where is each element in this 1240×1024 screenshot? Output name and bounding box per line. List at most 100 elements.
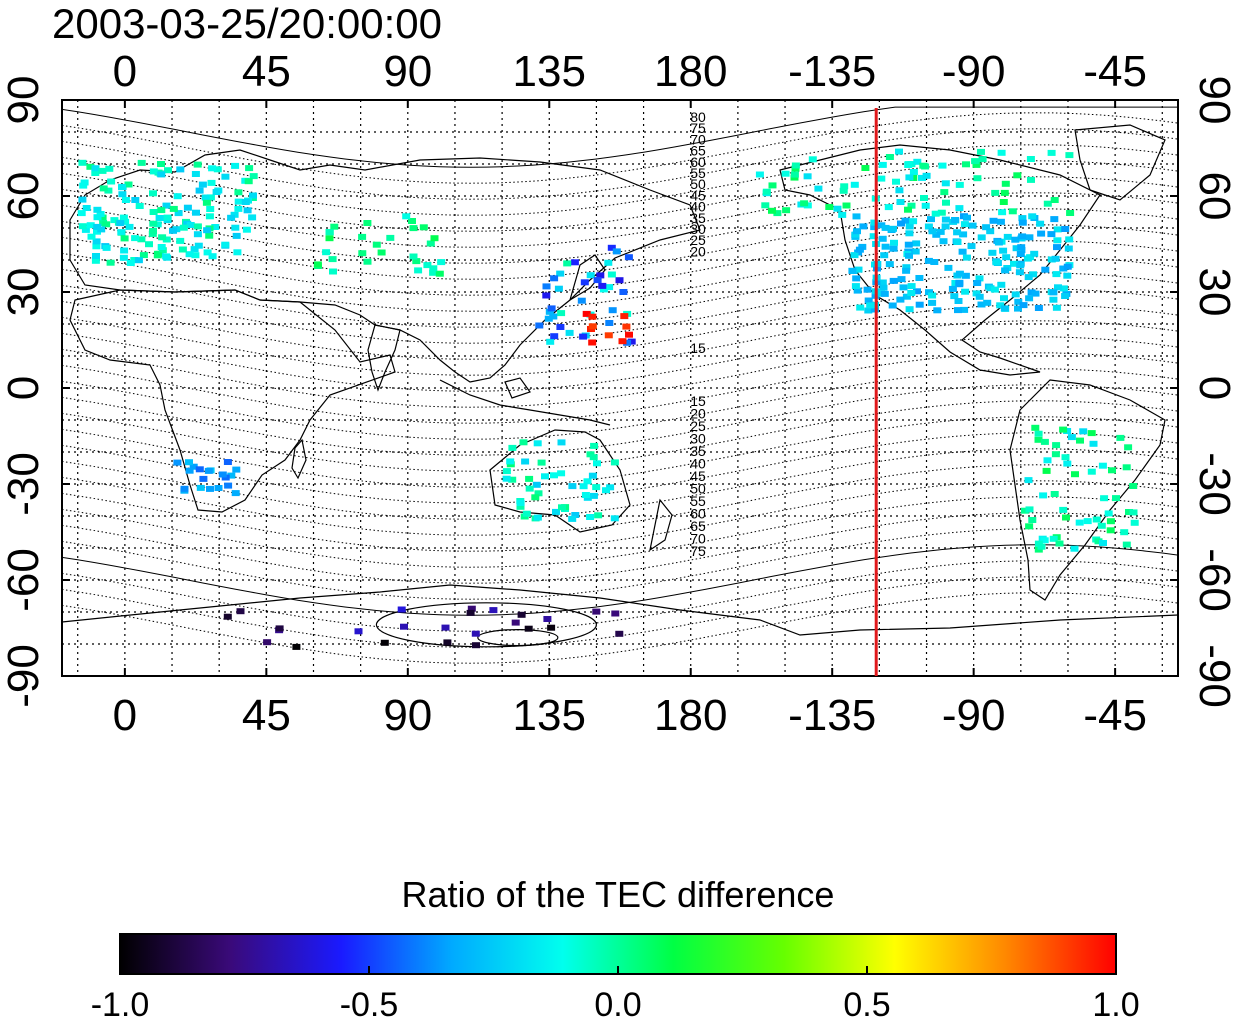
tec-cell [941,180,950,187]
tec-cell [1050,197,1059,203]
tec-cell [242,226,251,233]
tec-cell [145,241,153,248]
tec-cell [1025,234,1034,241]
tec-cell [620,313,629,320]
tec-cell [999,199,1008,205]
tec-cell [948,285,957,292]
tec-cell [927,216,935,223]
tec-cell [992,259,1001,266]
lat-label-left: 0 [0,376,48,400]
tec-cell [397,606,406,613]
tec-cell [1061,226,1070,232]
tec-cell [96,211,105,217]
tec-cell [768,182,777,189]
tec-cell [542,283,551,290]
tec-cell [870,219,879,226]
lon-label-bottom: 180 [654,691,727,740]
tec-cell [1031,424,1040,431]
lat-label-right: 60 [1190,172,1239,221]
colorbar-tick-label: 1.0 [1092,986,1139,1024]
contour-label: 70 [690,131,706,147]
tec-cell [1051,451,1060,458]
tec-cell [963,214,971,221]
tec-cell [519,439,528,446]
tec-cell [1034,305,1043,311]
tec-cell [944,264,953,271]
tec-cell [1008,208,1017,215]
contour-label: 20 [690,243,706,259]
tec-cell [402,213,411,220]
tec-cell [939,238,948,245]
tec-cell [1129,483,1138,489]
tec-cell [119,254,128,261]
tec-cell [888,302,897,309]
tec-cell [1055,540,1064,547]
tec-cell [155,215,164,221]
tec-cell [363,220,372,226]
tec-cell [1075,519,1084,526]
contour-line [61,208,1179,280]
tec-cell [973,280,982,286]
colorbar-ticks: -1.0 -0.5 0.0 0.5 1.0 [91,966,1140,1024]
tec-cell [400,623,408,630]
tec-cell [1018,219,1027,226]
tec-cell [1129,509,1138,516]
tec-cell [1031,290,1040,297]
longitude-labels-top: 0 45 90 135 180 -135 -90 -45 [113,47,1147,96]
tec-cell [1042,467,1051,474]
tec-cell [1040,438,1049,445]
tec-cell [604,259,613,266]
tec-cell [506,458,515,465]
tec-cell [93,206,102,213]
contour-line [61,464,1179,536]
tec-cell [550,472,558,479]
tec-cell [931,210,940,217]
tec-cell [1047,231,1056,238]
tec-cell [808,156,817,163]
tec-cell [986,285,995,292]
tec-cell [859,223,868,230]
tec-cell [905,306,914,313]
tec-cell [588,313,597,320]
contour-label: 45 [690,468,706,484]
tec-cell [909,218,918,225]
tec-cell [78,196,87,203]
tec-cell [472,642,480,649]
tec-cell [954,298,963,304]
contour-label: 15 [690,340,706,356]
tec-cell [954,307,962,314]
tec-cell [78,159,87,166]
tec-data-cells [77,148,1139,650]
tec-cell [924,223,933,230]
contour-line [61,592,1179,664]
tec-cell [435,270,444,277]
lat-label-right: -90 [1190,644,1239,708]
tec-cell [178,246,187,253]
contour-label: 30 [690,221,706,237]
lon-label-top: -45 [1083,47,1147,96]
tec-cell [1065,152,1074,159]
tec-cell [761,202,770,209]
tec-cell [1052,271,1061,278]
tec-cell [1012,245,1021,252]
tec-cell [1001,267,1010,274]
tec-cell [313,261,322,268]
tec-cell [275,625,284,632]
tec-cell [598,282,607,289]
contour-label: 80 [690,109,706,125]
tec-cell [800,200,809,207]
tec-cell [185,251,194,258]
tec-cell [139,252,148,259]
lon-label-bottom: 45 [242,691,291,740]
tec-cell [547,624,556,631]
tec-cell [941,223,950,230]
tec-cell [897,276,906,283]
tec-cell [1059,506,1068,513]
tec-cell [881,224,890,231]
contour-label: 70 [690,531,706,547]
tec-cell [502,468,511,475]
tec-cell [869,233,878,240]
tec-cell [588,339,597,346]
tec-cell [1049,296,1058,303]
